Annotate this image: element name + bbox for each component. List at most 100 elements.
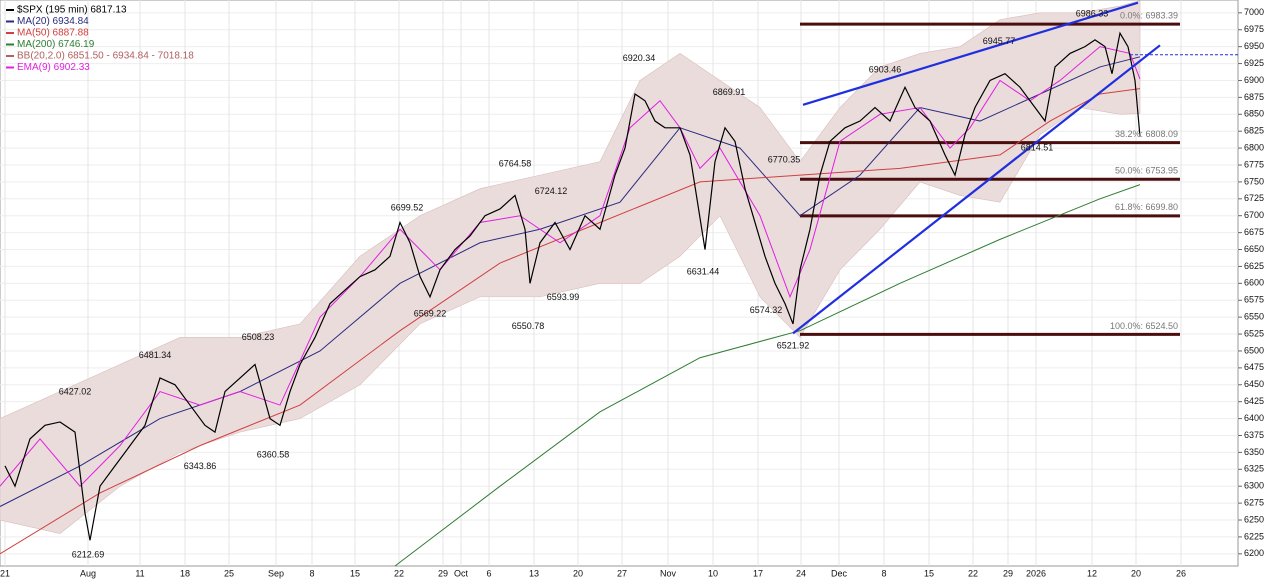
y-tick-label: 6400 xyxy=(1244,413,1264,423)
y-tick-label: 6500 xyxy=(1244,345,1264,355)
y-tick-label: 6275 xyxy=(1244,497,1264,507)
y-tick-label: 6900 xyxy=(1244,75,1264,85)
fib-label: 100.0%: 6524.50 xyxy=(1110,321,1178,331)
x-tick-label: Nov xyxy=(660,568,677,578)
x-tick-label: 6 xyxy=(486,568,491,578)
y-tick-label: 6700 xyxy=(1244,210,1264,220)
y-tick-label: 6525 xyxy=(1244,328,1264,338)
legend-label: $SPX (195 min) 6817.13 xyxy=(17,5,127,16)
price-annotation: 6427.02 xyxy=(59,387,92,397)
price-line xyxy=(0,88,1141,555)
y-tick-label: 6200 xyxy=(1244,548,1264,558)
y-tick-label: 6975 xyxy=(1244,24,1264,34)
fib-label: 0.0%: 6983.39 xyxy=(1120,10,1178,20)
fib-label: 50.0%: 6753.95 xyxy=(1115,166,1178,176)
x-tick-label: 20 xyxy=(1131,568,1141,578)
x-tick-label: 18 xyxy=(180,568,190,578)
y-tick-label: 6450 xyxy=(1244,379,1264,389)
y-tick-label: 6850 xyxy=(1244,109,1264,119)
y-tick-label: 6725 xyxy=(1244,193,1264,203)
price-annotation: 6508.23 xyxy=(242,332,275,342)
y-tick-label: 6300 xyxy=(1244,481,1264,491)
price-annotation: 6481.34 xyxy=(139,350,172,360)
price-annotation: 6574.32 xyxy=(750,305,783,315)
legend-label: MA(20) 6934.84 xyxy=(17,16,89,27)
trendline xyxy=(792,44,1161,335)
price-line xyxy=(394,184,1141,567)
legend-label: BB(20,2.0) 6851.50 - 6934.84 - 7018.18 xyxy=(17,51,194,62)
price-annotation: 6699.52 xyxy=(391,202,424,212)
x-tick-label: 21 xyxy=(0,568,10,578)
price-annotation: 6631.44 xyxy=(687,266,720,276)
bollinger-band xyxy=(0,0,1141,534)
y-tick-label: 6875 xyxy=(1244,92,1264,102)
price-annotation: 6764.58 xyxy=(499,158,532,168)
price-annotation: 6593.99 xyxy=(547,292,580,302)
price-annotation: 6945.77 xyxy=(983,36,1016,46)
price-line xyxy=(0,46,1141,487)
price-annotation: 6903.46 xyxy=(869,65,902,75)
y-tick-label: 6675 xyxy=(1244,227,1264,237)
x-tick-label: 25 xyxy=(224,568,234,578)
x-tick-label: 13 xyxy=(529,568,539,578)
y-tick-label: 6475 xyxy=(1244,362,1264,372)
y-tick-label: 6775 xyxy=(1244,159,1264,169)
x-tick-label: Sep xyxy=(268,568,284,578)
y-tick-label: 6750 xyxy=(1244,176,1264,186)
x-tick-label: 20 xyxy=(573,568,583,578)
y-tick-label: 6225 xyxy=(1244,531,1264,541)
y-tick-label: 6550 xyxy=(1244,312,1264,322)
x-tick-label: 17 xyxy=(753,568,763,578)
x-tick-label: 22 xyxy=(968,568,978,578)
price-annotation: 6920.34 xyxy=(623,53,656,63)
y-tick-label: 6825 xyxy=(1244,126,1264,136)
y-tick-label: 6350 xyxy=(1244,447,1264,457)
x-tick-label: 11 xyxy=(135,568,144,578)
price-annotation: 6869.91 xyxy=(713,87,746,97)
x-tick-label: Dec xyxy=(831,568,848,578)
y-tick-label: 6250 xyxy=(1244,514,1264,524)
price-annotation: 6212.69 xyxy=(72,550,105,560)
y-tick-label: 6325 xyxy=(1244,464,1264,474)
legend-label: EMA(9) 6902.33 xyxy=(17,62,90,73)
y-tick-label: 6600 xyxy=(1244,278,1264,288)
x-tick-label: 26 xyxy=(1176,568,1186,578)
y-tick-label: 6425 xyxy=(1244,396,1264,406)
trendline xyxy=(802,1,1139,106)
y-tick-label: 6625 xyxy=(1244,261,1264,271)
price-annotation: 6569.22 xyxy=(414,309,447,319)
x-tick-label: 22 xyxy=(394,568,404,578)
price-annotation: 6770.35 xyxy=(768,155,801,165)
x-tick-label: 2026 xyxy=(1026,568,1046,578)
x-tick-label: 15 xyxy=(350,568,360,578)
y-tick-label: 7000 xyxy=(1244,7,1264,17)
price-annotation: 6986.33 xyxy=(1076,8,1109,18)
x-tick-label: 10 xyxy=(708,568,718,578)
fib-label: 38.2%: 6808.09 xyxy=(1115,129,1178,139)
y-tick-label: 6650 xyxy=(1244,244,1264,254)
x-tick-label: 27 xyxy=(617,568,627,578)
price-annotation: 6724.12 xyxy=(535,186,568,196)
x-tick-label: Aug xyxy=(80,568,96,578)
x-tick-label: 12 xyxy=(1087,568,1097,578)
price-line xyxy=(4,31,1141,541)
y-tick-label: 6800 xyxy=(1244,142,1264,152)
y-tick-label: 6375 xyxy=(1244,430,1264,440)
legend-label: MA(50) 6887.88 xyxy=(17,28,89,39)
y-tick-label: 6575 xyxy=(1244,295,1264,305)
price-annotation: 6360.58 xyxy=(257,450,290,460)
price-annotation: 6521.92 xyxy=(777,341,810,351)
x-tick-label: Oct xyxy=(454,568,469,578)
x-tick-label: 15 xyxy=(924,568,934,578)
x-tick-label: 8 xyxy=(309,568,314,578)
fib-label: 61.8%: 6699.80 xyxy=(1115,202,1178,212)
x-tick-label: 29 xyxy=(438,568,448,578)
price-annotation: 6814.51 xyxy=(1021,143,1054,153)
y-tick-label: 6950 xyxy=(1244,41,1264,51)
price-annotation: 6550.78 xyxy=(512,321,545,331)
x-tick-label: 29 xyxy=(1003,568,1013,578)
x-tick-label: 24 xyxy=(796,568,806,578)
price-annotation: 6343.86 xyxy=(184,461,217,471)
